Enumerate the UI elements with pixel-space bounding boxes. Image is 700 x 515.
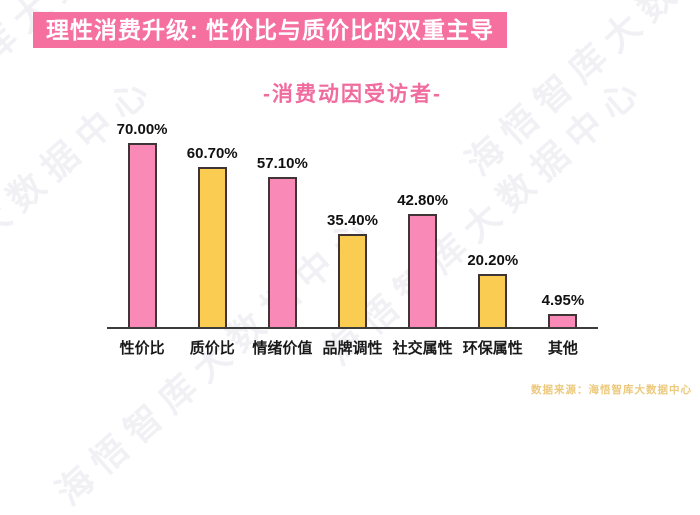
bar-value-label: 70.00% — [116, 120, 168, 138]
page-title: 理性消费升级: 性价比与质价比的双重主导 — [33, 12, 508, 48]
bar — [127, 142, 157, 327]
x-axis-tick-label: 情绪价值 — [252, 340, 313, 357]
bar-column: 35.40% — [317, 212, 387, 327]
bar-column: 70.00% — [107, 121, 177, 327]
x-axis-tick-label: 品牌调性 — [322, 340, 383, 357]
bar — [337, 233, 367, 327]
plot-area: 70.00% 60.70% 57.10% 35.40% 42.80% 20.20% 4.95… — [107, 120, 598, 329]
bar-column: 4.95% — [528, 292, 598, 327]
bar-value-label: 42.80% — [397, 192, 449, 210]
bar-value-label: 60.70% — [186, 145, 238, 163]
bar — [267, 176, 297, 327]
bar-value-label: 4.95% — [541, 291, 585, 309]
bar — [478, 273, 508, 327]
bar-value-label: 20.20% — [467, 251, 519, 269]
bar — [548, 313, 578, 327]
x-axis-labels: 性价比 质价比 情绪价值 品牌调性 社交属性 环保属性 其他 — [107, 329, 598, 358]
data-source-note: 数据来源：海悟智库大数据中心 — [531, 384, 692, 396]
bar-value-label: 35.40% — [327, 211, 378, 229]
bar-chart: 70.00% 60.70% 57.10% 35.40% 42.80% 20.20% 4.95… — [107, 120, 598, 358]
x-axis-tick-label: 环保属性 — [462, 340, 523, 357]
x-axis-tick-label: 性价比 — [119, 340, 165, 357]
x-axis-tick-label: 社交属性 — [392, 340, 453, 357]
chart-subtitle: -消费动因受访者- — [263, 83, 442, 106]
x-axis-tick-label: 其他 — [547, 340, 578, 357]
bar — [197, 167, 227, 327]
bar-value-label: 57.10% — [256, 154, 308, 172]
bar-column: 42.80% — [388, 192, 458, 327]
x-axis-tick-label: 质价比 — [189, 340, 235, 357]
bar-column: 20.20% — [458, 252, 528, 327]
bar-column: 60.70% — [177, 145, 247, 327]
bar-column: 57.10% — [247, 155, 317, 327]
bar — [408, 214, 438, 327]
